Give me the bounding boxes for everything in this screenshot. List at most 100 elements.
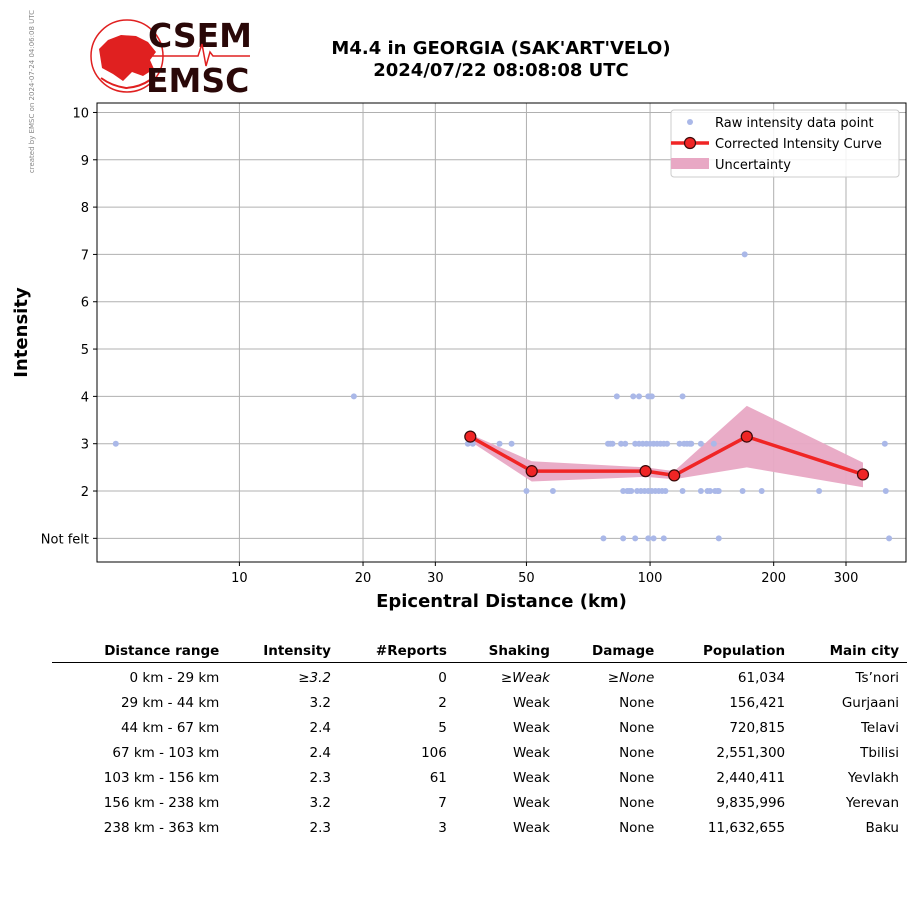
y-tick-label: 6 (81, 296, 89, 311)
table-cell: 9,835,996 (716, 794, 786, 811)
table-cell: None (619, 694, 655, 711)
curve-point (668, 469, 681, 482)
table-cell: ≥Weak (500, 669, 550, 686)
table-cell: Weak (512, 719, 550, 736)
table-cell: Ts’nori (855, 669, 899, 686)
legend-raw-marker (687, 119, 693, 125)
credit-text: created by EMSC on 2024-07-24 04:06:08 U… (28, 10, 36, 173)
curve-point (856, 468, 870, 481)
uncertainty-band (470, 405, 863, 488)
table-cell: 156 km - 238 km (103, 794, 220, 811)
raw-point (613, 393, 620, 400)
raw-point (679, 488, 686, 495)
y-tick-label: 4 (81, 390, 89, 405)
legend-band-swatch (671, 158, 709, 169)
table-cell: None (619, 719, 655, 736)
raw-point (886, 535, 893, 542)
table-cell: Tbilisi (860, 744, 899, 761)
table-body: 0 km - 29 km ≥3.2 0 ≥Weak ≥None 61,034 Ts’nori… (52, 663, 907, 841)
table-cell: 44 km - 67 km (120, 719, 220, 736)
raw-point (508, 440, 515, 447)
curve-point (525, 465, 538, 478)
raw-point (636, 393, 643, 400)
table-cell: 720,815 (729, 719, 786, 736)
table-cell: 2 (438, 694, 447, 711)
legend: Raw intensity data point Corrected Intens… (670, 109, 900, 178)
x-tick-label: 10 (231, 571, 248, 586)
table-cell: ≥3.2 (298, 669, 331, 686)
x-tick-label: 300 (834, 571, 859, 586)
table-row: 156 km - 238 km 3.2 7 Weak None 9,835,996 Yere… (52, 790, 907, 815)
seismogram-line (148, 43, 250, 67)
raw-point (741, 251, 748, 258)
raw-point (816, 488, 823, 495)
column-header: Distance range (52, 640, 228, 663)
raw-point (112, 440, 119, 447)
raw-point (697, 440, 704, 447)
table-cell: 61 (429, 769, 447, 786)
table-cell: Yerevan (845, 794, 899, 811)
table-cell: None (619, 769, 655, 786)
table-row: 44 km - 67 km 2.4 5 Weak None 720,815 Telavi (52, 715, 907, 740)
table-cell: 238 km - 363 km (103, 819, 220, 836)
table-cell: 0 (438, 669, 447, 686)
raw-point (618, 440, 625, 447)
table-row: 0 km - 29 km ≥3.2 0 ≥Weak ≥None 61,034 Ts’nori (52, 663, 907, 691)
raw-point (662, 488, 669, 495)
legend-label: Uncertainty (715, 158, 791, 173)
y-axis-label: Intensity (11, 287, 32, 378)
y-tick-label: 5 (81, 343, 89, 358)
title-time: 2024/07/22 08:08:08 UTC (373, 60, 629, 81)
curve-point (740, 430, 753, 443)
raw-point (600, 535, 607, 542)
credit-label: created by EMSC on 2024-07-24 04:06:08 U… (28, 10, 36, 173)
table-cell: Weak (512, 694, 550, 711)
column-header: Shaking (454, 640, 558, 663)
raw-point (881, 440, 888, 447)
chart-title: M4.4 in GEORGIA (SAK'ART'VELO) 2024/07/2… (250, 38, 752, 82)
table-row: 238 km - 363 km 2.3 3 Weak None 11,632,655 Bak… (52, 815, 907, 840)
table-cell: None (619, 744, 655, 761)
table-cell: 0 km - 29 km (129, 669, 220, 686)
column-header: Intensity (227, 640, 339, 663)
table-cell: 7 (438, 794, 447, 811)
table-cell: 2.3 (309, 819, 331, 836)
legend-label: Raw intensity data point (715, 116, 874, 131)
table-cell: 2,440,411 (716, 769, 786, 786)
raw-point (882, 488, 889, 495)
summary-table: Distance range Intensity #Reports Shaking Da… (52, 640, 907, 840)
table-cell: Yevlakh (847, 769, 899, 786)
raw-point (660, 535, 667, 542)
x-tick-label: 50 (518, 571, 535, 586)
raw-point (350, 393, 357, 400)
column-header: Main city (793, 640, 907, 663)
raw-point (609, 440, 616, 447)
y-tick-label: 9 (81, 154, 89, 169)
raw-point (697, 488, 704, 495)
table-row: 67 km - 103 km 2.4 106 Weak None 2,551,300 Tbi… (52, 740, 907, 765)
raw-point (620, 535, 627, 542)
table-cell: Gurjaani (841, 694, 899, 711)
raw-point (632, 535, 639, 542)
table-cell: 2.4 (309, 719, 331, 736)
table-cell: 2.4 (309, 744, 331, 761)
table-cell: Weak (512, 769, 550, 786)
plot-frame (96, 102, 907, 563)
raw-point (630, 393, 637, 400)
raw-point (650, 535, 657, 542)
table-cell: 67 km - 103 km (112, 744, 220, 761)
y-tick-label: 8 (81, 201, 89, 216)
table-cell: Weak (512, 819, 550, 836)
x-axis-label: Epicentral Distance (km) (376, 591, 627, 612)
curve-point (464, 430, 477, 443)
legend-curve-marker (683, 136, 697, 150)
corrected-intensity-line (469, 434, 864, 478)
raw-point (688, 440, 695, 447)
table-row: 29 km - 44 km 3.2 2 Weak None 156,421 Gurjaani (52, 690, 907, 715)
table-cell: 29 km - 44 km (120, 694, 220, 711)
x-tick-label: 20 (355, 571, 372, 586)
raw-point (715, 488, 722, 495)
table-cell: 103 km - 156 km (103, 769, 220, 786)
y-tick-label: 7 (81, 248, 89, 263)
table-cell: ≥None (607, 669, 655, 686)
